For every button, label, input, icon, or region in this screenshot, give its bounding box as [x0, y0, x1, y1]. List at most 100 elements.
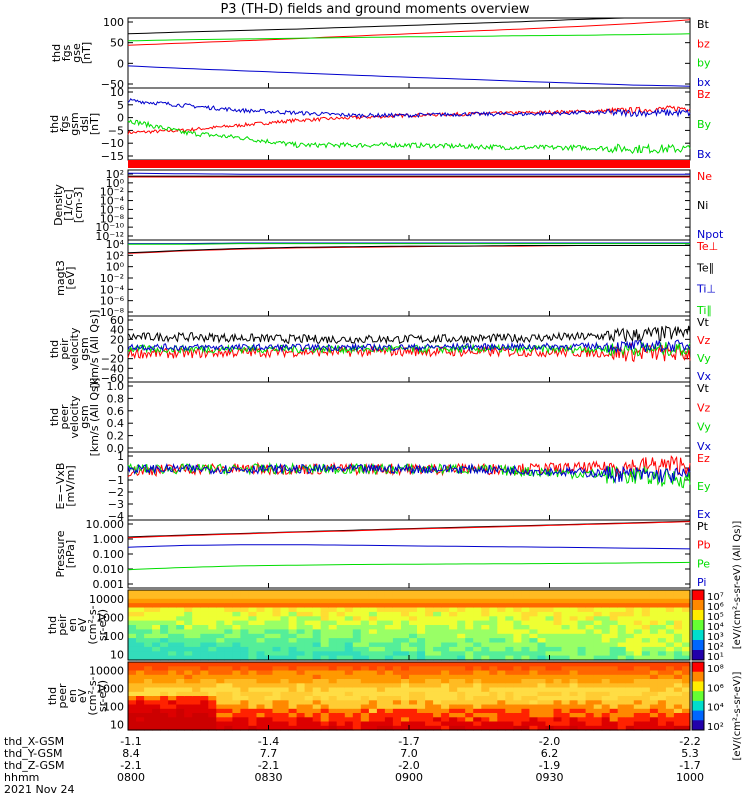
peer_eflux-cell	[473, 666, 482, 672]
peer_eflux-cell	[304, 721, 314, 727]
xaxis-gsm-y: 7.7	[260, 747, 278, 760]
peir_eflux-cell	[465, 598, 474, 604]
peer_eflux-cell	[184, 683, 193, 689]
peir_eflux-cell	[136, 616, 145, 622]
peer_eflux-cell	[280, 725, 290, 731]
peir_eflux-cell	[409, 594, 418, 600]
peir_eflux-cell	[497, 590, 506, 595]
peir_eflux-cell	[208, 620, 217, 626]
peir_eflux-cell	[521, 611, 530, 617]
efield-ytick-label: −2	[108, 486, 124, 499]
peir_eflux-cell	[360, 642, 370, 648]
peir_eflux-cell	[641, 625, 651, 630]
peir_eflux-cell	[529, 633, 538, 639]
peir_eflux-cell	[553, 590, 563, 595]
peir_eflux-cell	[312, 642, 322, 648]
peer_eflux-cell	[417, 700, 426, 706]
peir_eflux-cell	[224, 611, 233, 617]
peir_eflux-cell	[425, 638, 434, 644]
peer_eflux-cell	[585, 666, 595, 672]
peir_eflux-cell	[569, 633, 579, 639]
peer_eflux-cell	[465, 725, 474, 731]
peir_eflux-cell	[344, 646, 354, 652]
fgs_gse-series-by	[127, 33, 691, 42]
peer_eflux-cell	[457, 696, 466, 701]
peir_eflux-colorbar-tick: 10²	[707, 642, 724, 653]
peir_eflux-cell	[633, 620, 643, 626]
peer_eflux-cell	[128, 679, 137, 684]
peer_eflux-cell	[665, 674, 675, 680]
peer_eflux-cell	[168, 717, 177, 723]
peer_eflux-cell	[376, 696, 386, 701]
peer_eflux-cell	[200, 725, 209, 731]
peer_eflux-cell	[505, 666, 514, 672]
peer_eflux-cell	[457, 700, 466, 706]
peer_eflux-cell	[457, 670, 466, 676]
fgs_gse-ytick-label: 50	[110, 37, 124, 50]
peir_eflux-cell	[136, 642, 145, 648]
peer_eflux-cell	[224, 713, 233, 718]
peer_eflux-cell	[433, 670, 442, 676]
peir_eflux-ytick-label: 10	[110, 648, 124, 661]
peer_eflux-cell	[665, 691, 675, 697]
peir_eflux-cell	[280, 638, 290, 644]
peir_eflux-cell	[545, 607, 555, 613]
peir_eflux-cell	[360, 598, 370, 604]
peer_eflux-cell	[152, 670, 161, 676]
peer_eflux-cell	[441, 704, 450, 710]
peir_eflux-cell	[529, 651, 538, 657]
pressure-ylabel: [nPa]	[64, 540, 77, 568]
peer_eflux-cell	[304, 666, 314, 672]
peir_eflux-cell	[409, 603, 418, 609]
peer_eflux-cell	[577, 674, 587, 680]
peer_eflux-cell	[513, 670, 522, 676]
peer_eflux-cell	[465, 721, 474, 727]
peir_eflux-cell	[288, 625, 298, 630]
peir_eflux-cell	[304, 620, 314, 626]
peer_eflux-cell	[465, 696, 474, 701]
peir_eflux-cell	[328, 625, 338, 630]
peer_eflux-cell	[682, 725, 691, 731]
peer_eflux-cell	[473, 708, 482, 714]
peir_eflux-cell	[288, 651, 298, 657]
peir_eflux-cell	[617, 638, 627, 644]
peer_eflux-cell	[513, 687, 522, 693]
peer_eflux-cell	[409, 721, 418, 727]
peer_eflux-cell	[625, 666, 635, 672]
peer_eflux-cell	[481, 691, 490, 697]
peir_eflux-cell	[256, 633, 266, 639]
peir_eflux-cell	[401, 629, 410, 635]
peer_eflux-cell	[601, 687, 611, 693]
peer_eflux-cell	[593, 713, 603, 718]
peir_eflux-cell	[320, 611, 330, 617]
peer_velocity-ytick-label: 0.0	[107, 442, 125, 455]
peer_eflux-cell	[561, 666, 571, 672]
peer_eflux-cell	[521, 674, 530, 680]
peer_eflux-cell	[160, 717, 169, 723]
peir_eflux-cell	[473, 629, 482, 635]
peer_eflux-cell	[569, 704, 579, 710]
peir_eflux-cell	[593, 620, 603, 626]
peer_eflux-cell	[449, 679, 458, 684]
peir_eflux-cell	[248, 590, 257, 595]
peer_eflux-cell	[344, 666, 354, 672]
peer_eflux-colorbar-band	[692, 662, 704, 673]
peer_eflux-cell	[136, 713, 145, 718]
peir_eflux-cell	[537, 633, 547, 639]
peer_eflux-cell	[240, 700, 249, 706]
peer_eflux-cell	[649, 666, 659, 672]
peer_eflux-cell	[216, 708, 225, 714]
peer_eflux-cell	[304, 691, 314, 697]
peir_eflux-cell	[320, 638, 330, 644]
peer_eflux-cell	[216, 666, 225, 672]
peer_eflux-cell	[561, 691, 571, 697]
peir_eflux-cell	[529, 629, 538, 635]
peer_eflux-cell	[200, 679, 209, 684]
peer_velocity-ytick-label: 1.0	[107, 380, 125, 393]
peer_eflux-cell	[537, 708, 547, 714]
peer_eflux-cell	[360, 687, 370, 693]
peir_eflux-cell	[449, 642, 458, 648]
peir_eflux-cell	[200, 633, 209, 639]
peir_eflux-cell	[328, 633, 338, 639]
peir_eflux-cell	[168, 629, 177, 635]
